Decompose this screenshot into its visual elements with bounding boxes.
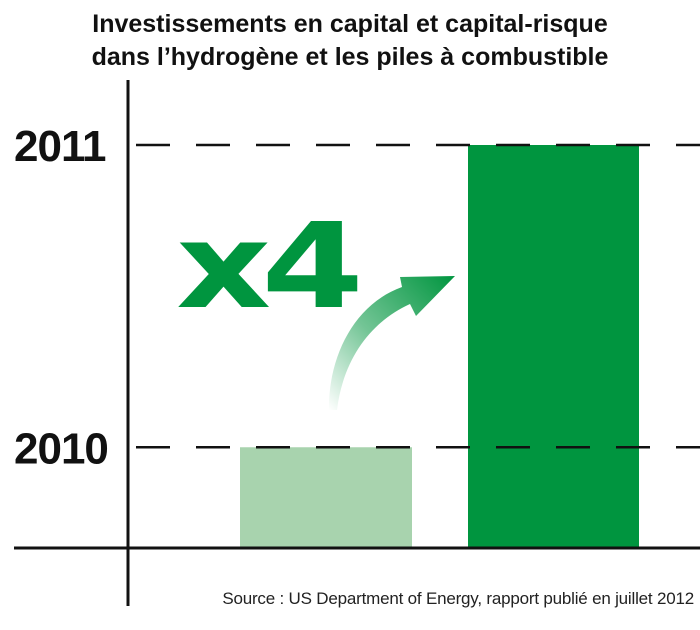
chart-title-line-1: Investissements en capital et capital-ri…: [92, 10, 608, 38]
source-note: Source : US Department of Energy, rappor…: [222, 589, 694, 608]
y-tick-label-2010: 2010: [14, 424, 108, 473]
y-tick-label-2011: 2011: [14, 122, 106, 171]
multiplier-label: x4: [176, 197, 358, 335]
bars-group: [240, 145, 639, 548]
bar-2011: [468, 145, 639, 548]
chart-title: Investissements en capital et capital-ri…: [0, 8, 700, 74]
growth-arrow-icon: [328, 276, 455, 410]
gridlines: [130, 143, 700, 449]
chart-title-line-2: dans l’hydrogène et les piles à combusti…: [91, 43, 609, 71]
bar-2010: [240, 447, 412, 548]
y-tick-labels: 2010 2011: [14, 122, 109, 473]
